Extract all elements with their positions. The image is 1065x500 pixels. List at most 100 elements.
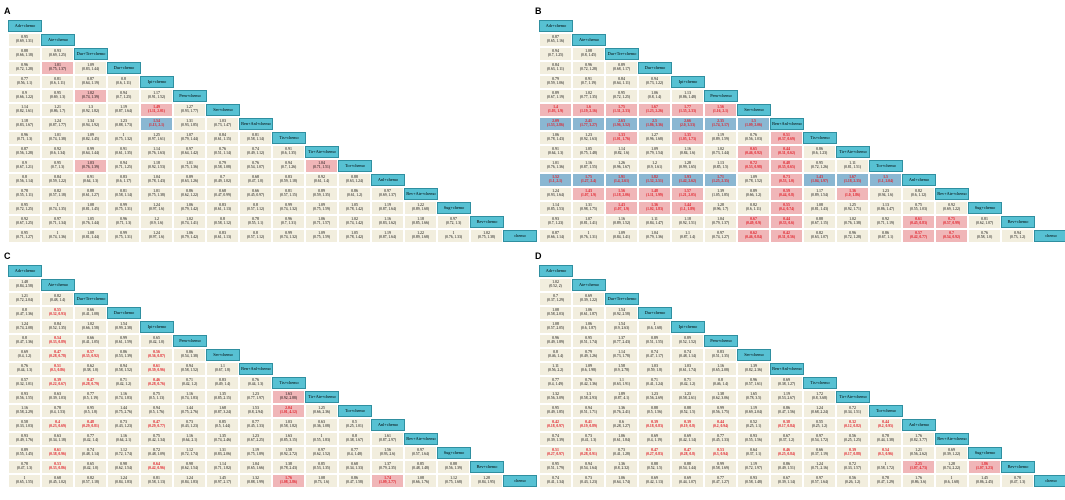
confidence-interval: (0.54, 0.92) (942, 235, 961, 240)
effect-estimate: 1.06 (651, 91, 658, 96)
effect-estimate: 0.69 (684, 476, 691, 481)
treatment-label: Dur+chemo (638, 307, 672, 319)
confidence-interval: (0.19, 0.89) (579, 424, 598, 429)
confidence-interval: (0.71, 1.3) (16, 137, 33, 142)
panel-label: B (535, 6, 542, 16)
comparison-cell: 0.78 (0.47, 1.3) (1001, 474, 1034, 488)
comparison-cell: 1.06 (0.79, 1.42) (173, 201, 206, 215)
effect-estimate: 0.96 (552, 336, 559, 341)
comparison-cell: 0.41 (0.19, 0.89) (572, 418, 605, 432)
treatment-label: Bev+chemo (470, 216, 504, 228)
comparison-cell: 2.04 (1.01, 4.12) (272, 404, 305, 418)
confidence-interval: (1.21, 2.05) (678, 193, 697, 198)
confidence-interval: (0.57, 1.18) (81, 480, 100, 485)
treatment-name: Sug+chemo (974, 204, 996, 210)
comparison-cell: 0.97 (0.54, 1.72) (803, 432, 836, 446)
comparison-cell: 0.91 (0.64, 1.3) (539, 145, 572, 159)
confidence-interval: (0.7, 1.25) (547, 53, 564, 58)
confidence-interval: (1.18, 2.35) (843, 179, 862, 184)
comparison-cell: 0.78 (0.47, 1.3) (8, 460, 41, 474)
treatment-name: Tir+Ate+chemo (308, 393, 336, 399)
effect-estimate: 0.95 (54, 91, 61, 96)
treatment-label: Sug+chemo (968, 447, 1002, 459)
effect-estimate: 0.94 (585, 462, 592, 467)
confidence-interval: (0.75, 1.59) (312, 235, 331, 240)
comparison-cell: 1.06 (0.64, 1.74) (605, 474, 638, 488)
confidence-interval: (0.79, 1.42) (180, 235, 199, 240)
comparison-cell: 0.59 (0.44, 0.8) (770, 187, 803, 201)
effect-estimate: 1.35 (219, 392, 226, 397)
confidence-interval: (0.86, 2.45) (975, 480, 994, 485)
treatment-name: Tir+Ate+chemo (839, 393, 867, 399)
comparison-cell: 0.73 (0.43, 1.23) (107, 418, 140, 432)
effect-estimate: 1.36 (618, 406, 625, 411)
confidence-interval: (0.71, 1.51) (312, 165, 331, 170)
comparison-cell: 0.61 (0.39, 0.96) (140, 362, 173, 376)
effect-estimate: 0.79 (585, 350, 592, 355)
effect-estimate: 1 (320, 434, 323, 439)
comparison-cell: 1.24 (0.74, 2.08) (8, 320, 41, 334)
confidence-interval: (0.41, 1.28) (612, 452, 631, 457)
effect-estimate: 0.99 (120, 336, 127, 341)
comparison-cell: 0.83 (0.59, 1.18) (272, 173, 305, 187)
effect-estimate: 0.81 (285, 189, 292, 194)
confidence-interval: (1.35, 2.33) (678, 109, 697, 114)
effect-estimate: 1.1 (220, 364, 225, 369)
effect-estimate: 1.06 (186, 231, 193, 236)
treatment-name: Tis+chemo (279, 134, 299, 140)
effect-estimate: 0.74 (87, 448, 94, 453)
confidence-interval: (0.6, 1.98) (580, 368, 597, 373)
confidence-interval: (0.78, 1.52) (744, 179, 763, 184)
comparison-cell: 0.95 (0.69, 1.31) (8, 33, 41, 47)
effect-estimate: 0.98 (120, 462, 127, 467)
treatment-label: Ate+chemo (41, 34, 75, 46)
confidence-interval: (0.58, 1.14) (246, 137, 265, 142)
effect-estimate: 0.82 (816, 231, 823, 236)
comparison-cell: 1.09 (0.83, 1.44) (74, 61, 107, 75)
comparison-cell: 1.27 (0.93, 1.77) (173, 103, 206, 117)
confidence-interval: (0.92, 1.71) (843, 207, 862, 212)
effect-estimate: 0.83 (285, 175, 292, 180)
treatment-label: Tor+chemo (338, 160, 372, 172)
confidence-interval: (0.62, 1.22) (180, 193, 199, 198)
effect-estimate: 0.69 (585, 294, 592, 299)
effect-estimate: 1 (122, 133, 125, 138)
confidence-interval: (0.74, 1.35) (48, 207, 67, 212)
effect-estimate: 0.88 (21, 49, 28, 54)
confidence-interval: (0.55, 1.11) (15, 193, 34, 198)
comparison-cell: 0.42 (0.31, 0.56) (770, 229, 803, 243)
confidence-interval: (1.09, 2.06) (744, 123, 763, 128)
comparison-cell: 0.5 (0.25, 1.01) (338, 418, 371, 432)
confidence-interval: (0.5, 1.13) (148, 396, 165, 401)
effect-estimate: 0.53 (54, 462, 61, 467)
confidence-interval: (0.52, 1.52) (678, 340, 697, 345)
confidence-interval: (0.58, 1.48) (744, 480, 763, 485)
comparison-cell: 1.36 (1.02, 1.83) (638, 201, 671, 215)
effect-estimate: 0.95 (21, 231, 28, 236)
effect-estimate: 0.51 (783, 133, 790, 138)
comparison-cell: 0.96 (0.71, 1.3) (107, 215, 140, 229)
comparison-cell: 1.35 (0.74, 2.46) (206, 432, 239, 446)
treatment-name: Bev+Ate+chemo (937, 435, 967, 441)
confidence-interval: (1.07, 1.9) (580, 193, 597, 198)
comparison-cell: 0.61 (0.45, 0.83) (902, 215, 935, 229)
effect-estimate: 1.13 (684, 91, 691, 96)
comparison-cell: 0.95 (0.72, 1.26) (803, 159, 836, 173)
effect-estimate: 0.77 (87, 434, 94, 439)
confidence-interval: (0.62, 1.54) (114, 466, 133, 471)
effect-estimate: 1.31 (186, 119, 193, 124)
panel-label: C (4, 251, 11, 261)
comparison-cell: 0.8 (0.57, 1.12) (239, 229, 272, 243)
treatment-name: Ipi+chemo (147, 323, 167, 329)
confidence-interval: (0.69, 1.3) (49, 95, 66, 100)
confidence-interval: (0.58, 2.03) (546, 312, 565, 317)
comparison-cell: 0.88 (0.52, 1.5) (638, 460, 671, 474)
confidence-interval: (0.8, 1.4) (647, 95, 662, 100)
confidence-interval: (0.66, 1.14) (546, 235, 565, 240)
effect-estimate: 1 (23, 476, 26, 481)
confidence-interval: (0.86, 1.7) (49, 109, 66, 114)
treatment-name: Adr+chemo (14, 22, 36, 28)
comparison-cell: 1.02 (0.74, 1.39) (74, 89, 107, 103)
comparison-cell: 0.77 (0.42, 1.4) (74, 432, 107, 446)
comparison-cell: 1.24 (0.87, 1.77) (41, 117, 74, 131)
